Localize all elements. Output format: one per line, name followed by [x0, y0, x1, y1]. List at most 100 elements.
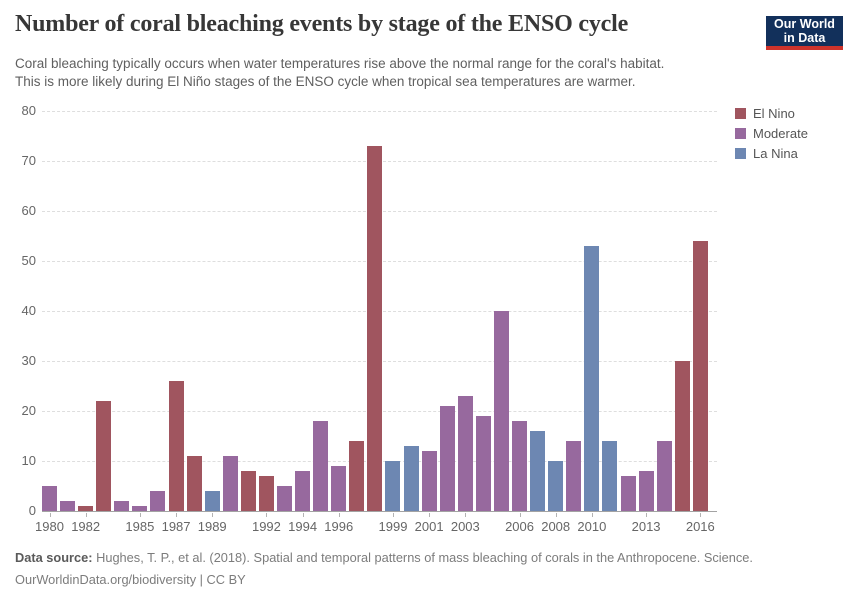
bar-slot-1982: 1982 — [71, 111, 100, 534]
bar-1983-el-nino[interactable] — [96, 401, 112, 511]
attribution-link[interactable]: OurWorldinData.org/biodiversity | CC BY — [15, 571, 246, 587]
x-axis-label-1989: 1989 — [197, 519, 227, 534]
bar-slot-1991 — [240, 111, 256, 511]
x-axis-label-1987: 1987 — [161, 519, 191, 534]
bar-slot-1999: 1999 — [379, 111, 407, 534]
bar-2007-la-nina[interactable] — [530, 431, 546, 511]
bar-slot-1988 — [186, 111, 202, 511]
bar-1992-el-nino[interactable] — [258, 476, 274, 511]
bar-1986-moderate[interactable] — [150, 491, 166, 511]
y-axis-label-0: 0 — [28, 503, 36, 518]
bar-slot-2013: 2013 — [632, 111, 661, 534]
bar-2004-moderate[interactable] — [475, 416, 491, 511]
x-axis-tick-1999 — [392, 513, 394, 517]
bar-2010-la-nina[interactable] — [584, 246, 600, 511]
chart-footer: Data source: Hughes, T. P., et al. (2018… — [15, 547, 753, 590]
bar-1996-moderate[interactable] — [331, 466, 347, 511]
x-axis-label-2006: 2006 — [505, 519, 534, 534]
bar-2013-moderate[interactable] — [638, 471, 654, 511]
x-axis-label-2001: 2001 — [414, 519, 444, 534]
y-axis-label-60: 60 — [21, 203, 36, 218]
bar-1993-moderate[interactable] — [277, 486, 293, 511]
data-source-label: Data source: — [15, 550, 93, 565]
x-axis-label-1980: 1980 — [35, 519, 64, 534]
legend: El Nino Moderate La Nina — [735, 106, 808, 166]
bar-slot-1990 — [222, 111, 238, 511]
el-nino-swatch-icon — [735, 108, 746, 119]
bar-1984-moderate[interactable] — [114, 501, 130, 511]
legend-label: Moderate — [753, 126, 808, 141]
bar-2016-el-nino[interactable] — [692, 241, 708, 511]
bar-2008-la-nina[interactable] — [548, 461, 564, 511]
bar-2000-la-nina[interactable] — [403, 446, 419, 511]
bar-2014-moderate[interactable] — [656, 441, 672, 511]
bar-1981-moderate[interactable] — [60, 501, 76, 511]
bar-slot-1984 — [114, 111, 130, 511]
owid-logo[interactable]: Our World in Data — [766, 16, 843, 50]
bar-1985-moderate[interactable] — [132, 506, 148, 511]
bar-slot-1983 — [96, 111, 112, 511]
bar-slot-2011 — [602, 111, 618, 511]
bar-slot-1986 — [150, 111, 166, 511]
x-axis-tick-1987 — [176, 513, 178, 517]
legend-item-moderate[interactable]: Moderate — [735, 126, 808, 141]
bar-1995-moderate[interactable] — [313, 421, 329, 511]
bar-1988-el-nino[interactable] — [186, 456, 202, 511]
x-axis-tick-2006 — [519, 513, 521, 517]
bar-slot-1996: 1996 — [324, 111, 353, 534]
bar-1987-el-nino[interactable] — [168, 381, 184, 511]
bar-slot-2001: 2001 — [415, 111, 444, 534]
bar-1994-moderate[interactable] — [295, 471, 311, 511]
data-source-text: Hughes, T. P., et al. (2018). Spatial an… — [92, 550, 753, 565]
bar-2015-el-nino[interactable] — [674, 361, 690, 511]
bar-slot-2009 — [566, 111, 582, 511]
bar-2002-moderate[interactable] — [439, 406, 455, 511]
x-axis-label-1982: 1982 — [71, 519, 101, 534]
bar-slot-1995 — [313, 111, 329, 511]
x-axis-label-2010: 2010 — [577, 519, 607, 534]
bar-2006-moderate[interactable] — [512, 421, 528, 511]
bar-1998-el-nino[interactable] — [367, 146, 383, 511]
x-axis-tick-1982 — [85, 513, 87, 517]
bar-plot-area: 1980 1982 1985 1987 1989 1992 1994 1996 1999 2001… — [35, 111, 715, 534]
bar-1997-el-nino[interactable] — [349, 441, 365, 511]
chart-subtitle: Coral bleaching typically occurs when wa… — [15, 55, 664, 90]
bar-2003-moderate[interactable] — [457, 396, 473, 511]
bar-1991-el-nino[interactable] — [240, 471, 256, 511]
bar-1990-moderate[interactable] — [222, 456, 238, 511]
owid-logo-text: in Data — [783, 31, 826, 45]
legend-label: El Nino — [753, 106, 795, 121]
x-axis-label-1996: 1996 — [324, 519, 354, 534]
bar-1999-la-nina[interactable] — [385, 461, 401, 511]
bar-2011-la-nina[interactable] — [602, 441, 618, 511]
bar-slot-1989: 1989 — [198, 111, 227, 534]
legend-item-la-nina[interactable]: La Nina — [735, 146, 808, 161]
y-axis-label-80: 80 — [21, 103, 36, 118]
bar-slot-2015 — [674, 111, 690, 511]
bar-slot-1987: 1987 — [162, 111, 191, 534]
x-axis-tick-2003 — [465, 513, 467, 517]
y-axis-label-20: 20 — [21, 403, 36, 418]
x-axis-tick-2016 — [700, 513, 702, 517]
x-axis-label-1994: 1994 — [288, 519, 318, 534]
bar-1989-la-nina[interactable] — [204, 491, 220, 511]
subtitle-line: This is more likely during El Niño stage… — [15, 73, 636, 89]
bar-2009-moderate[interactable] — [566, 441, 582, 511]
x-axis-tick-2010 — [591, 513, 593, 517]
bar-1980-moderate[interactable] — [42, 486, 57, 511]
legend-item-el-nino[interactable]: El Nino — [735, 106, 808, 121]
x-axis-label-1985: 1985 — [125, 519, 155, 534]
bar-slot-2004 — [475, 111, 491, 511]
bar-2005-moderate[interactable] — [493, 311, 509, 511]
bar-slot-2003: 2003 — [451, 111, 480, 534]
bar-slot-2006: 2006 — [505, 111, 534, 534]
bar-2012-moderate[interactable] — [620, 476, 636, 511]
x-axis-label-2003: 2003 — [450, 519, 480, 534]
bar-1982-el-nino[interactable] — [78, 506, 94, 511]
la-nina-swatch-icon — [735, 148, 746, 159]
y-axis-label-30: 30 — [21, 353, 36, 368]
bar-slot-2014 — [656, 111, 672, 511]
bar-slot-1994: 1994 — [288, 111, 317, 534]
bar-2001-moderate[interactable] — [421, 451, 437, 511]
